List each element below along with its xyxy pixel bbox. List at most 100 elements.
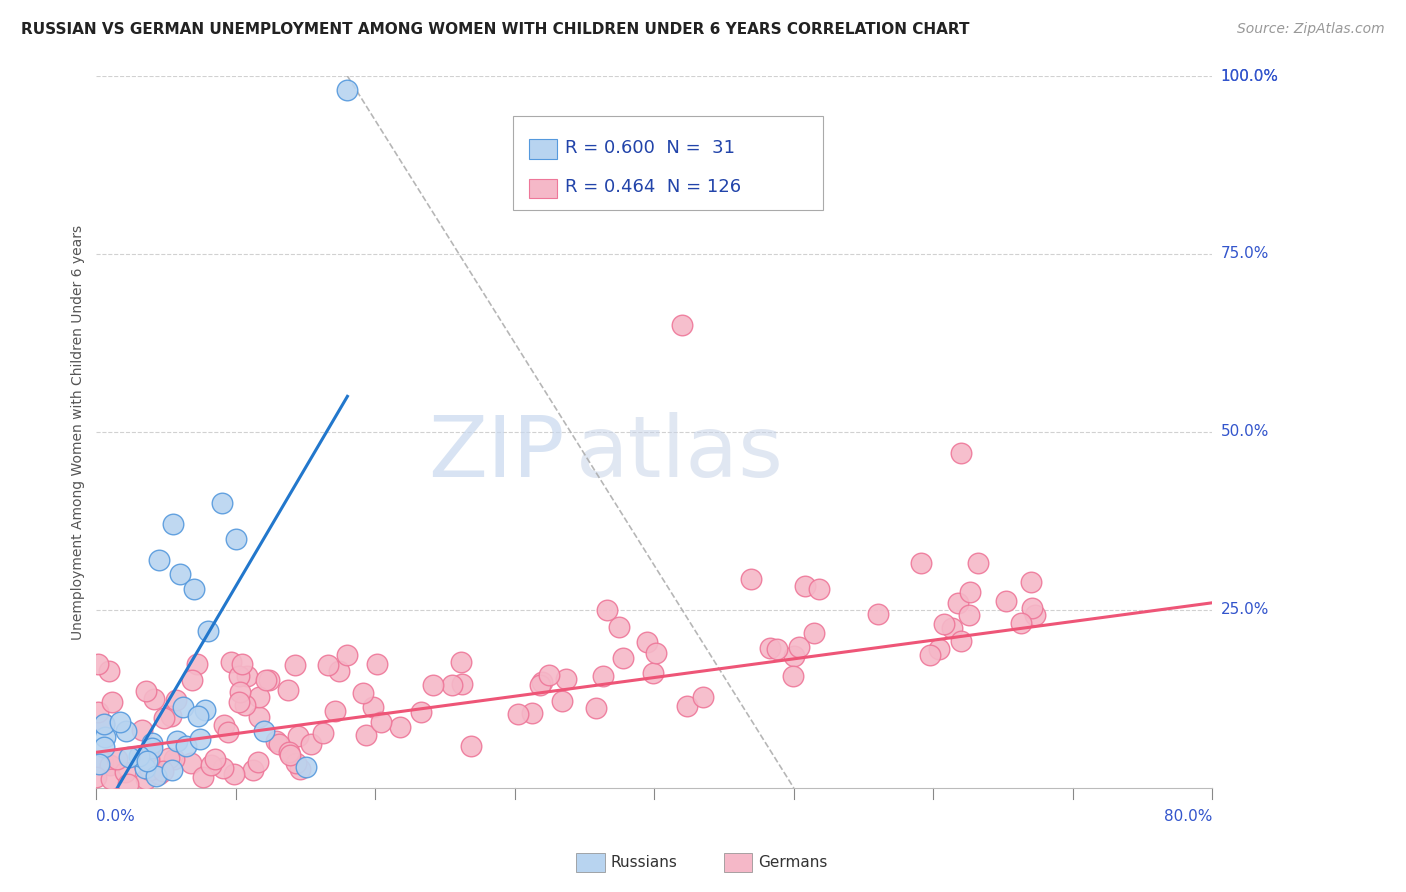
Point bbox=[87, 657, 110, 671]
Point bbox=[361, 700, 384, 714]
Point bbox=[197, 624, 219, 639]
Point bbox=[793, 579, 815, 593]
Text: 100.0%: 100.0% bbox=[1220, 69, 1278, 84]
Point bbox=[766, 641, 789, 656]
Point bbox=[284, 658, 307, 673]
Point bbox=[352, 686, 374, 700]
Point bbox=[1024, 608, 1046, 623]
Point bbox=[450, 655, 472, 669]
Point bbox=[529, 678, 551, 692]
Text: 100.0%: 100.0% bbox=[1220, 69, 1278, 84]
Point bbox=[247, 690, 270, 704]
Point bbox=[607, 619, 630, 633]
Point bbox=[287, 729, 309, 743]
Text: ZIP: ZIP bbox=[429, 412, 565, 495]
Point bbox=[141, 736, 163, 750]
Y-axis label: Unemployment Among Women with Children Under 6 years: Unemployment Among Women with Children U… bbox=[72, 225, 86, 640]
Point bbox=[254, 673, 277, 687]
Point bbox=[941, 621, 963, 635]
Point bbox=[918, 648, 941, 662]
Point bbox=[354, 728, 377, 742]
Point bbox=[959, 585, 981, 599]
Text: Germans: Germans bbox=[758, 855, 827, 870]
Point bbox=[200, 757, 222, 772]
Point bbox=[204, 752, 226, 766]
Point bbox=[229, 685, 252, 699]
Point bbox=[585, 701, 607, 715]
Point bbox=[409, 706, 432, 720]
Point bbox=[128, 749, 150, 764]
Point bbox=[389, 721, 412, 735]
Point bbox=[169, 567, 191, 582]
Point bbox=[157, 750, 180, 764]
Point bbox=[1019, 574, 1042, 589]
Text: R = 0.464  N = 126: R = 0.464 N = 126 bbox=[565, 178, 741, 195]
Point bbox=[1010, 616, 1032, 631]
Text: atlas: atlas bbox=[576, 412, 785, 495]
Point bbox=[336, 648, 359, 662]
Point bbox=[136, 747, 159, 761]
Point bbox=[312, 726, 335, 740]
Point bbox=[740, 572, 762, 586]
Point bbox=[866, 607, 889, 622]
Point bbox=[225, 532, 247, 546]
Point bbox=[787, 640, 810, 655]
Point bbox=[671, 318, 693, 333]
Point bbox=[117, 776, 139, 790]
Point bbox=[522, 706, 544, 720]
Point bbox=[114, 764, 136, 779]
Point bbox=[139, 764, 162, 778]
Point bbox=[995, 594, 1018, 608]
Point bbox=[506, 706, 529, 721]
Point bbox=[440, 677, 463, 691]
Point bbox=[278, 748, 301, 763]
Point bbox=[932, 616, 955, 631]
Point bbox=[277, 745, 299, 759]
Text: 0.0%: 0.0% bbox=[97, 809, 135, 824]
Point bbox=[194, 703, 217, 717]
Point bbox=[957, 607, 980, 622]
Point bbox=[948, 596, 970, 610]
Point bbox=[94, 730, 117, 744]
Point bbox=[460, 739, 482, 753]
Point bbox=[550, 694, 572, 708]
Point bbox=[228, 669, 250, 683]
Point bbox=[808, 582, 831, 596]
Point bbox=[93, 716, 115, 731]
Point bbox=[87, 705, 110, 719]
Point bbox=[211, 496, 233, 510]
Point bbox=[246, 755, 269, 769]
Text: 25.0%: 25.0% bbox=[1220, 602, 1268, 617]
Text: RUSSIAN VS GERMAN UNEMPLOYMENT AMONG WOMEN WITH CHILDREN UNDER 6 YEARS CORRELATI: RUSSIAN VS GERMAN UNEMPLOYMENT AMONG WOM… bbox=[21, 22, 970, 37]
Point bbox=[91, 755, 114, 769]
Point bbox=[803, 625, 825, 640]
Point bbox=[949, 634, 972, 648]
Point bbox=[180, 756, 202, 771]
Point bbox=[145, 770, 167, 784]
Point bbox=[136, 751, 159, 765]
Text: 75.0%: 75.0% bbox=[1220, 246, 1268, 261]
Point bbox=[759, 641, 782, 656]
Point bbox=[422, 677, 444, 691]
Point bbox=[162, 517, 184, 532]
Point bbox=[219, 655, 242, 669]
Point bbox=[115, 723, 138, 738]
Point bbox=[108, 715, 131, 730]
Point bbox=[105, 752, 128, 766]
Point bbox=[1021, 600, 1043, 615]
Point bbox=[285, 756, 308, 770]
Point bbox=[537, 668, 560, 682]
Point bbox=[782, 669, 804, 683]
Point bbox=[101, 695, 124, 709]
Point bbox=[148, 767, 170, 781]
Point bbox=[143, 691, 166, 706]
Text: 80.0%: 80.0% bbox=[1164, 809, 1212, 824]
Point bbox=[135, 772, 157, 786]
Point bbox=[135, 683, 157, 698]
Point bbox=[596, 603, 619, 617]
Point bbox=[117, 749, 139, 764]
Point bbox=[97, 664, 120, 678]
Point bbox=[160, 764, 183, 778]
Point bbox=[187, 709, 209, 723]
Text: Russians: Russians bbox=[610, 855, 678, 870]
